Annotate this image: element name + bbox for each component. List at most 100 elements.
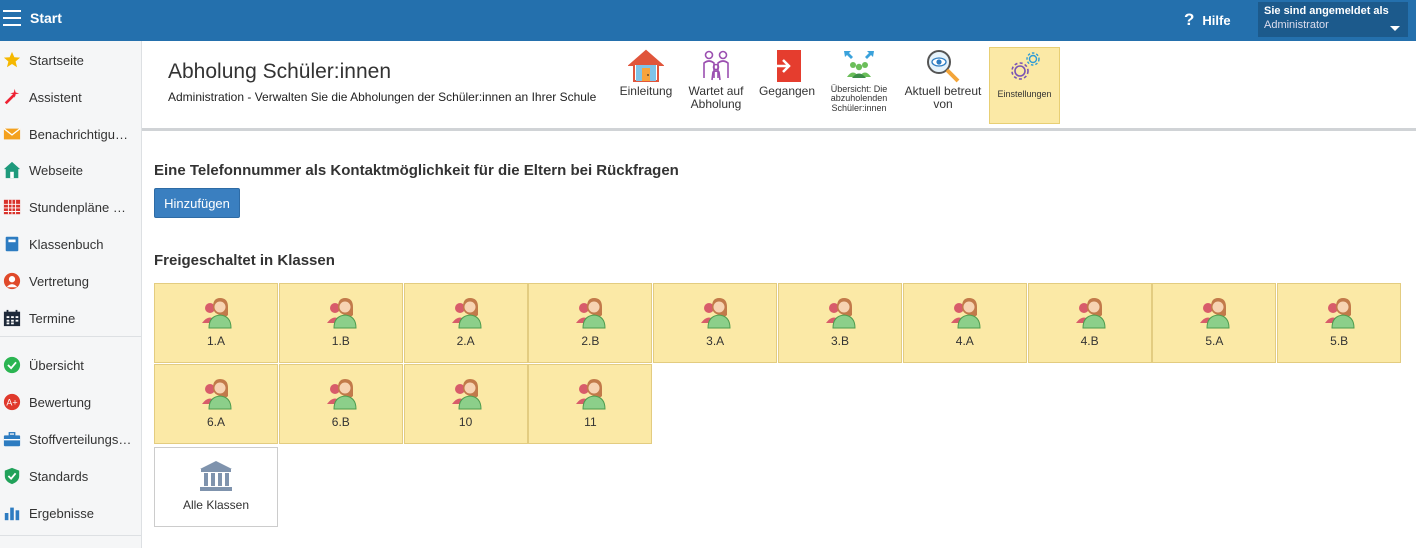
student-icon	[572, 294, 608, 330]
book-icon	[3, 235, 21, 253]
class-label: 5.A	[1205, 334, 1224, 348]
exit-icon	[769, 47, 805, 85]
student-icon	[1196, 294, 1232, 330]
class-tile[interactable]: 1.B	[278, 283, 403, 363]
class-label: 1.A	[206, 334, 225, 348]
sidebar-item-label: Stundenpläne und Räume	[29, 199, 133, 215]
sidebar-item-termine[interactable]: Termine	[0, 303, 141, 333]
sidebar-item-label: Webseite	[29, 162, 83, 178]
class-tile[interactable]: 11	[528, 363, 653, 444]
tool-gegangen[interactable]: Gegangen	[757, 47, 817, 124]
tool-label: Übersicht: Die abzuholenden Schüler:inne…	[830, 84, 888, 113]
class-tile[interactable]: 2.A	[403, 283, 528, 363]
sidebar-item-label: Stoffverteilungspläne	[29, 431, 133, 447]
app-title[interactable]: Start	[30, 10, 62, 26]
caret-down-icon	[1390, 26, 1400, 31]
sidebar-item-label: Bewertung	[29, 394, 92, 410]
student-icon	[198, 294, 234, 330]
sidebar-item-stundenplaene[interactable]: Stundenpläne und Räume	[0, 192, 141, 222]
class-tile[interactable]: 6.A	[154, 363, 278, 444]
class-tile[interactable]: 3.B	[778, 283, 902, 363]
sidebar-item-label: Benachrichtigungen	[29, 126, 133, 142]
briefcase-icon	[3, 430, 21, 448]
sidebar-item-label: Startseite	[29, 52, 84, 68]
class-label: 5.B	[1330, 334, 1349, 348]
tool-einleitung[interactable]: Einleitung	[617, 47, 675, 124]
magnifier-eye-icon	[925, 47, 961, 85]
help-button[interactable]: ? Hilfe	[1184, 10, 1231, 30]
class-tile[interactable]: 10	[403, 363, 528, 444]
all-classes-label: Alle Klassen	[182, 498, 250, 512]
class-label: 10	[458, 414, 473, 429]
class-tile[interactable]: 6.B	[278, 363, 403, 444]
student-icon	[448, 375, 484, 411]
sidebar-item-label: Standards	[29, 468, 89, 484]
class-label: 6.A	[206, 414, 225, 429]
magic-wand-icon	[3, 88, 21, 106]
sidebar-divider	[0, 336, 141, 337]
tool-wartet-auf-abholung[interactable]: Wartet auf Abholung	[684, 47, 748, 124]
sidebar: Startseite Assistent Benachrichtigungen …	[0, 41, 142, 548]
all-classes-tile[interactable]: Alle Klassen	[154, 447, 278, 527]
page-subtitle: Administration - Verwalten Sie die Abhol…	[168, 90, 597, 104]
user-dropdown[interactable]: Sie sind angemeldet als Administrator	[1258, 2, 1408, 37]
user-substitute-icon	[3, 272, 21, 290]
tool-label: Einleitung	[619, 84, 673, 98]
class-label: 3.B	[830, 334, 849, 348]
class-tile[interactable]: 1.A	[154, 283, 278, 363]
home-door-icon	[628, 47, 664, 85]
student-icon	[1321, 294, 1357, 330]
institution-icon	[198, 458, 234, 494]
menu-icon[interactable]	[3, 10, 21, 26]
username: Administrator	[1264, 19, 1329, 31]
header-divider	[142, 128, 1416, 131]
tool-einstellungen[interactable]: Einstellungen	[989, 47, 1060, 124]
sidebar-item-standards[interactable]: Standards	[0, 461, 141, 491]
add-button[interactable]: Hinzufügen	[154, 188, 240, 218]
tool-label: Gegangen	[758, 84, 816, 98]
student-icon	[323, 375, 359, 411]
group-arrows-icon	[841, 47, 877, 85]
sidebar-item-webseite[interactable]: Webseite	[0, 155, 141, 185]
sidebar-item-assistent[interactable]: Assistent	[0, 82, 141, 112]
sidebar-item-uebersicht[interactable]: Übersicht	[0, 350, 141, 380]
question-icon: ?	[1184, 10, 1195, 29]
sidebar-item-label: Ergebnisse	[29, 505, 95, 521]
class-label: 4.B	[1080, 334, 1099, 348]
sidebar-item-startseite[interactable]: Startseite	[0, 45, 141, 75]
house-icon	[3, 161, 21, 179]
check-circle-icon	[3, 356, 21, 374]
class-tile[interactable]: 4.A	[902, 283, 1027, 363]
gears-icon	[1007, 48, 1043, 86]
top-bar: Start ? Hilfe Sie sind angemeldet als Ad…	[0, 0, 1416, 41]
sidebar-item-label: Klassenbuch	[29, 236, 104, 252]
sidebar-item-vertretung[interactable]: Vertretung	[0, 266, 141, 296]
sidebar-item-bewertung[interactable]: A+ Bewertung	[0, 387, 141, 417]
tool-label: Einstellungen	[997, 89, 1052, 99]
class-label: 6.B	[331, 414, 350, 429]
class-tile[interactable]: 5.A	[1152, 283, 1277, 363]
sidebar-item-label: Übersicht	[29, 357, 84, 373]
tool-uebersicht-abzuholende[interactable]: Übersicht: Die abzuholenden Schüler:inne…	[826, 47, 892, 124]
class-label: 2.A	[456, 334, 475, 348]
page-title: Abholung Schüler:innen	[168, 60, 392, 83]
class-label: 3.A	[706, 334, 725, 348]
class-tile[interactable]: 3.A	[653, 283, 778, 363]
sidebar-item-label: Assistent	[29, 89, 82, 105]
sidebar-item-benachrichtigungen[interactable]: Benachrichtigungen	[0, 119, 141, 149]
sidebar-item-stoffverteilungsplaene[interactable]: Stoffverteilungspläne	[0, 424, 141, 454]
grade-icon: A+	[3, 393, 21, 411]
tool-aktuell-betreut-von[interactable]: Aktuell betreut von	[900, 47, 986, 124]
calendar-grid-icon	[3, 198, 21, 216]
class-tile[interactable]: 4.B	[1027, 283, 1152, 363]
sidebar-item-klassenbuch[interactable]: Klassenbuch	[0, 229, 141, 259]
student-icon	[697, 294, 733, 330]
class-label: 2.B	[581, 334, 600, 348]
student-icon	[323, 294, 359, 330]
class-tile[interactable]: 2.B	[528, 283, 653, 363]
login-label: Sie sind angemeldet als	[1264, 5, 1389, 17]
sidebar-divider	[0, 535, 141, 536]
class-label: 4.A	[955, 334, 974, 348]
class-tile[interactable]: 5.B	[1277, 283, 1402, 363]
sidebar-item-ergebnisse[interactable]: Ergebnisse	[0, 498, 141, 528]
